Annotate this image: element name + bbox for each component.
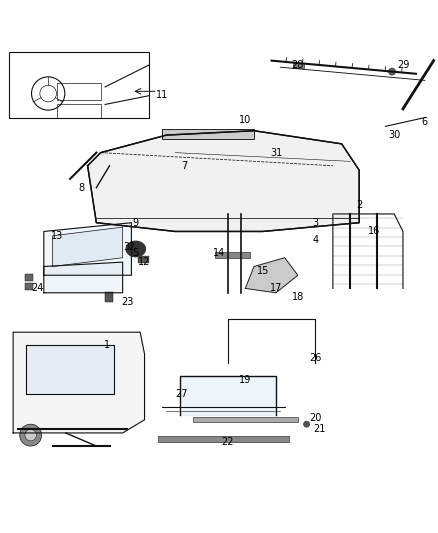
Text: 26: 26 xyxy=(309,353,321,364)
Polygon shape xyxy=(180,376,276,415)
Text: 4: 4 xyxy=(312,235,318,245)
Text: 28: 28 xyxy=(292,60,304,70)
Bar xyxy=(193,417,298,422)
Bar xyxy=(138,256,149,263)
Bar xyxy=(105,292,113,302)
Text: 7: 7 xyxy=(181,161,187,171)
Polygon shape xyxy=(53,227,123,266)
Polygon shape xyxy=(126,241,145,257)
Text: 12: 12 xyxy=(138,257,151,267)
Bar xyxy=(293,63,304,68)
Bar xyxy=(25,282,33,290)
Polygon shape xyxy=(26,345,114,393)
Circle shape xyxy=(25,430,36,441)
Text: 11: 11 xyxy=(156,90,168,100)
Text: 24: 24 xyxy=(31,284,43,293)
Text: 31: 31 xyxy=(270,148,282,158)
Polygon shape xyxy=(88,131,359,231)
Text: 30: 30 xyxy=(388,130,400,140)
Text: 22: 22 xyxy=(222,437,234,447)
Bar xyxy=(158,437,289,442)
Bar xyxy=(57,104,101,118)
Text: 5: 5 xyxy=(133,248,139,259)
Text: 16: 16 xyxy=(368,227,381,237)
Text: 6: 6 xyxy=(422,117,428,127)
Text: 14: 14 xyxy=(213,248,225,259)
Polygon shape xyxy=(44,223,131,275)
Bar xyxy=(57,83,101,100)
Polygon shape xyxy=(245,258,298,293)
Circle shape xyxy=(389,68,396,75)
Polygon shape xyxy=(44,262,123,293)
Text: 32: 32 xyxy=(123,242,135,252)
Bar xyxy=(215,253,250,258)
Text: 19: 19 xyxy=(239,375,251,385)
Text: 18: 18 xyxy=(292,292,304,302)
Text: 9: 9 xyxy=(133,217,139,228)
Polygon shape xyxy=(13,332,145,433)
Text: 17: 17 xyxy=(270,284,282,293)
Circle shape xyxy=(304,421,310,427)
Text: 8: 8 xyxy=(78,183,84,192)
Text: 15: 15 xyxy=(257,266,269,276)
Text: 1: 1 xyxy=(104,341,110,350)
Text: 23: 23 xyxy=(121,296,133,306)
Text: 29: 29 xyxy=(397,60,409,70)
Circle shape xyxy=(20,424,42,446)
Text: 3: 3 xyxy=(312,217,318,228)
Text: 2: 2 xyxy=(356,200,362,210)
Text: 10: 10 xyxy=(239,115,251,125)
Text: 21: 21 xyxy=(314,424,326,433)
Bar xyxy=(162,128,254,140)
Bar xyxy=(25,274,33,281)
Text: 27: 27 xyxy=(176,389,188,399)
Text: 13: 13 xyxy=(51,231,63,241)
Text: 20: 20 xyxy=(309,413,321,423)
